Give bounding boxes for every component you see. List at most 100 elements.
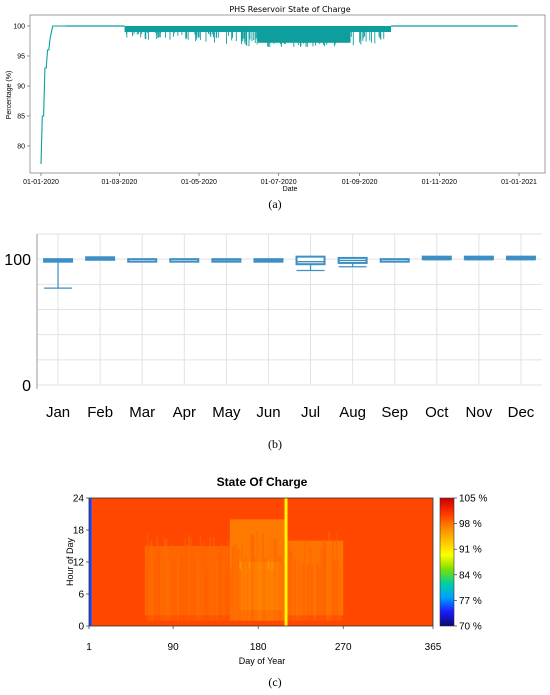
panel-c-day-streak	[329, 562, 332, 621]
panel-c-day-streak	[165, 539, 168, 621]
panel-c-colorbar-label: 70 %	[459, 622, 482, 633]
panel-c-day-streak	[209, 537, 211, 621]
panel-c-day-streak	[333, 559, 336, 621]
panel-c-day-streak	[203, 542, 206, 621]
panel-b-box-apr	[169, 258, 200, 263]
panel-b-box-jul	[295, 255, 326, 272]
panel-c-day-streak	[254, 557, 257, 621]
panel-a-line-chart: PHS Reservoir State of Charge 80 85 90 95 10…	[6, 5, 546, 211]
panel-c-day-streak	[301, 564, 304, 621]
panel-b-box-jan	[43, 258, 74, 289]
panel-c-day-streak	[339, 568, 342, 621]
panel-b-xtick-label: Jul	[301, 404, 320, 421]
panel-c-xtick-label: 365	[425, 642, 442, 653]
panel-b-ytick-label: 0	[22, 378, 31, 395]
panel-c-day-streak	[273, 538, 276, 621]
panel-c-day-streak	[246, 561, 249, 621]
panel-c-day-streak	[188, 534, 191, 621]
panel-c-day-streak	[337, 560, 340, 621]
panel-c-day-streak	[263, 558, 266, 621]
panel-c-day-streak	[260, 556, 262, 621]
panel-c-day-streak	[297, 561, 300, 621]
panel-c-day-streak	[271, 569, 274, 621]
panel-c-colorbar-label: 77 %	[459, 596, 482, 607]
panel-c-day-streak	[282, 537, 285, 621]
panel-b-box-plot: 0 100 Jan Feb Mar Apr May Jun Jul Aug Sep Oct Nov De…	[4, 233, 542, 451]
panel-b-box-jun	[253, 258, 284, 263]
panel-b-box-may	[211, 258, 242, 263]
panel-c-day-streak	[199, 534, 202, 621]
panel-b-ytick-label: 100	[4, 252, 31, 269]
panel-c-day-streak	[222, 568, 225, 621]
panel-c-region-0	[89, 498, 92, 626]
panel-c-day-streak	[197, 556, 200, 621]
panel-a-xlabel: Date	[283, 186, 298, 193]
panel-c-day-streak	[299, 569, 302, 621]
panel-c-day-streak	[322, 542, 325, 621]
panel-b-xtick-label: Aug	[339, 404, 366, 421]
panel-c-day-streak	[320, 548, 323, 621]
panel-c-day-streak	[294, 558, 296, 621]
panel-c-day-streak	[314, 568, 317, 621]
panel-c-day-streak	[212, 537, 215, 621]
panel-c-ytick-label: 6	[78, 590, 84, 601]
panel-c-day-streak	[159, 553, 162, 621]
panel-c-day-streak	[250, 533, 253, 621]
panel-c-day-streak	[309, 547, 312, 621]
panel-c-day-streak	[150, 540, 153, 621]
panel-c-xtick-label: 270	[335, 642, 352, 653]
panel-c-day-streak	[326, 556, 329, 621]
panel-c-day-streak	[157, 550, 160, 621]
panel-c-day-streak	[148, 568, 151, 621]
panel-c-day-streak	[239, 569, 242, 621]
panel-c-day-streak	[275, 538, 278, 621]
panel-c-day-streak	[201, 565, 204, 621]
panel-c-day-streak	[167, 559, 170, 621]
panel-c-colorbar-label: 91 %	[459, 545, 482, 556]
panel-c-day-streak	[207, 565, 210, 621]
panel-b-box-mar	[127, 258, 158, 263]
panel-c-title: State Of Charge	[217, 475, 308, 489]
panel-c-day-streak	[288, 542, 291, 621]
panel-c-day-streak	[280, 558, 283, 621]
panel-c-day-streak	[184, 539, 187, 621]
panel-a-ytick-label: 80	[17, 144, 25, 151]
panel-c-ytick-label: 0	[78, 622, 84, 633]
panel-c-colorbar	[439, 497, 455, 627]
panel-c-day-streak	[292, 541, 295, 621]
panel-b-xtick-label: Jun	[256, 404, 280, 421]
panel-a-ylabel: Percentage (%)	[6, 71, 13, 120]
panel-c-day-streak	[216, 559, 219, 621]
panel-c-day-streak	[265, 550, 268, 621]
panel-c-day-streak	[169, 549, 172, 621]
panel-c-day-streak	[154, 558, 157, 621]
panel-a-dense-region	[257, 26, 351, 43]
panel-b-xtick-label: Mar	[129, 404, 155, 421]
panel-c-day-streak	[227, 539, 230, 621]
panel-b-xtick-label: Apr	[173, 404, 196, 421]
panel-a-ytick-label: 95	[17, 54, 25, 61]
panel-c-day-streak	[295, 540, 298, 621]
panel-b-xtick-label: May	[212, 404, 241, 421]
panel-c-day-streak	[205, 571, 208, 621]
panel-c-day-streak	[175, 571, 177, 621]
panel-c-day-streak	[311, 564, 313, 621]
panel-c-day-streak	[226, 568, 228, 621]
panel-b-box-nov	[463, 255, 494, 261]
panel-a-xtick-label: 01-03-2020	[101, 179, 137, 186]
panel-c-day-streak	[318, 567, 321, 621]
panel-b-box-body	[295, 255, 326, 266]
panel-b-box-dec	[505, 255, 536, 261]
panel-c-ytick-label: 18	[73, 526, 85, 537]
panel-c-green-line	[284, 498, 288, 626]
panel-c-colorbar-label: 98 %	[459, 519, 482, 530]
panel-c-day-streak	[331, 536, 334, 621]
panel-a-ytick-label: 100	[13, 24, 25, 31]
panel-c-day-streak	[278, 556, 281, 621]
panel-c-day-streak	[192, 552, 194, 621]
panel-b-box-feb	[85, 256, 116, 261]
panel-c-day-streak	[152, 558, 155, 621]
panel-a-ytick-label: 85	[17, 114, 25, 121]
panel-c-day-streak	[316, 562, 319, 621]
panel-c-day-streak	[190, 537, 193, 621]
